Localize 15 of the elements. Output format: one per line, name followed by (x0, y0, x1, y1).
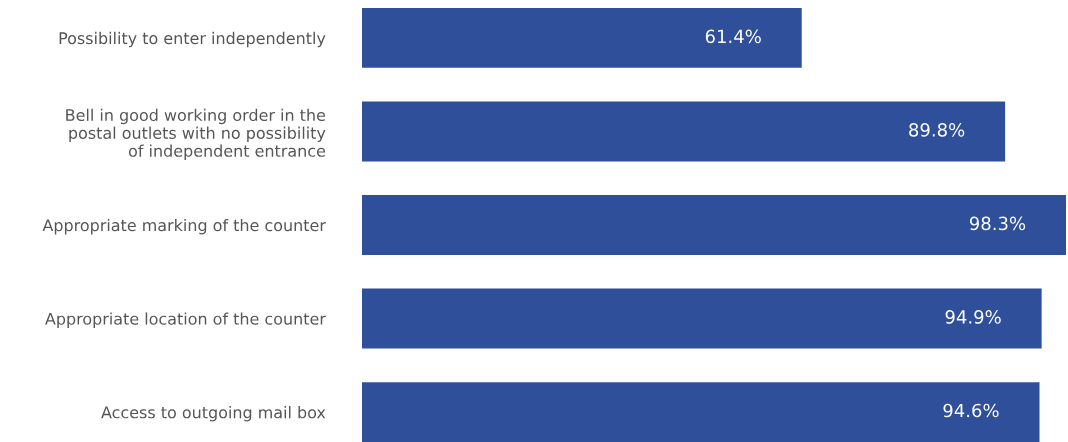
y-tick-label: Possibility to enter independently (59, 31, 326, 48)
data-label: 98.3% (969, 216, 1026, 231)
data-label: 94.9% (945, 310, 1001, 324)
bar (362, 8, 802, 68)
y-tick-label: Appropriate marking of the counter (42, 218, 326, 235)
bar (362, 288, 1042, 349)
bar (362, 101, 1006, 162)
y-tick-label: Appropriate location of the counter (45, 312, 326, 328)
y-tick-label: Access to outgoing mail box (101, 406, 326, 422)
data-label: 61.4% (705, 29, 761, 44)
bar (362, 382, 1040, 442)
bar (362, 195, 1066, 255)
data-label: 94.6% (943, 403, 999, 418)
y-tick-label: Bell in good working order in the postal outlets with no possibility of independent entrance (66, 108, 326, 160)
data-label: 89.8% (909, 123, 965, 137)
